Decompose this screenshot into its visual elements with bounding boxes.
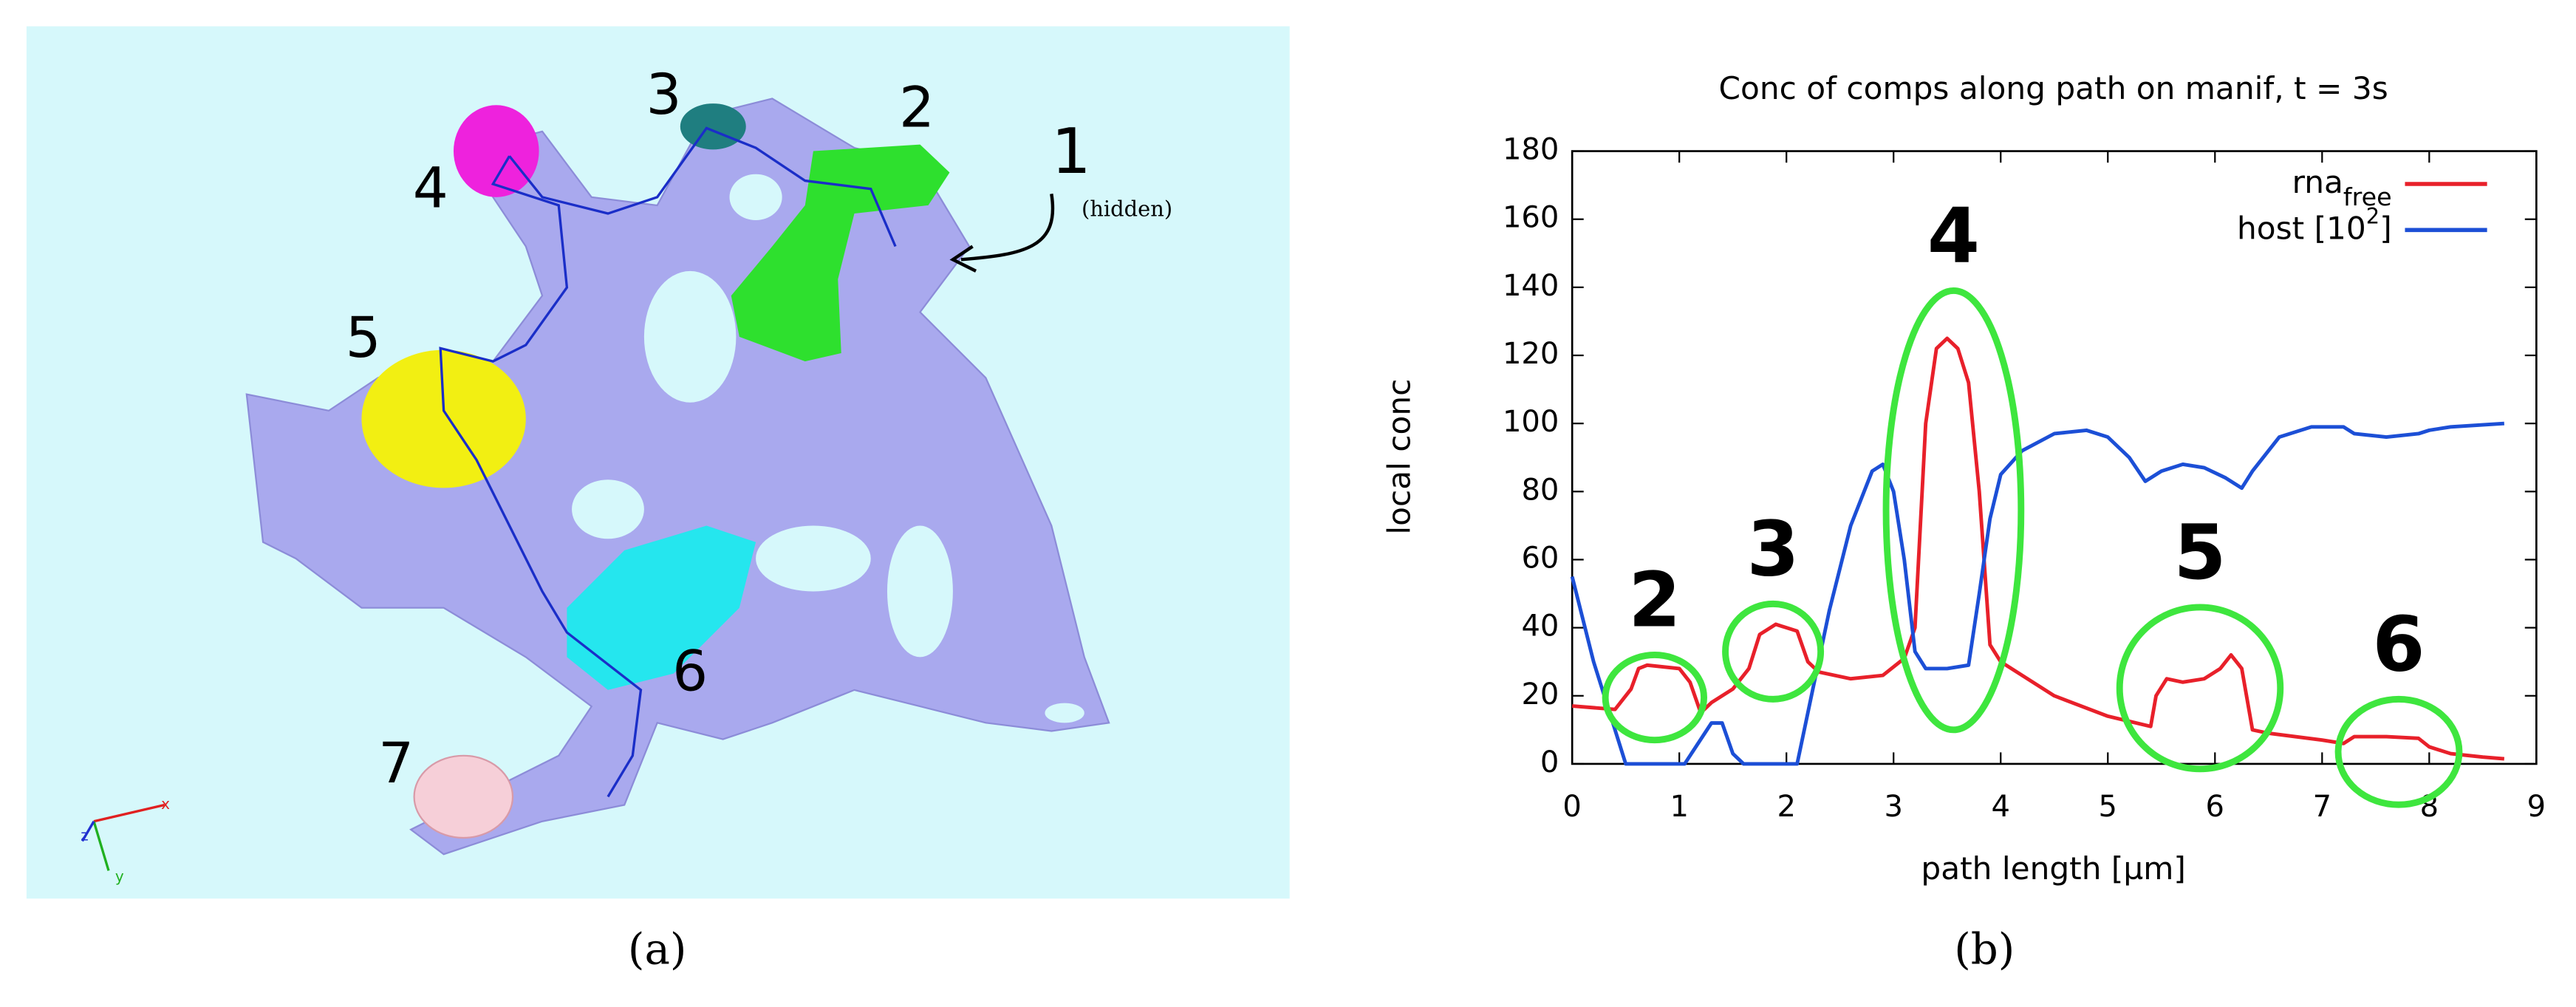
chart: Conc of comps along path on manif, t = 3…	[1381, 70, 2546, 974]
region-3	[680, 103, 746, 150]
mesh-hole	[729, 174, 782, 220]
y-tick-label: 20	[1521, 677, 1559, 711]
annotation-label: 5	[2173, 509, 2226, 597]
annotation-label: 3	[1746, 505, 1799, 593]
mesh-hole	[572, 479, 644, 539]
region-2	[731, 144, 950, 362]
data-line	[1570, 421, 2504, 766]
x-tick-label: 4	[1992, 790, 2010, 824]
y-tick-label: 80	[1521, 473, 1559, 507]
y-tick-label: 60	[1521, 541, 1559, 575]
x-tick-label: 3	[1884, 790, 1902, 824]
y-tick-label: 140	[1503, 269, 1559, 303]
x-axis-label: path length [µm]	[1921, 850, 2185, 887]
x-tick-label: 0	[1562, 790, 1581, 824]
mesh-hole	[886, 525, 953, 658]
region-4	[453, 105, 539, 197]
axis-x	[93, 803, 165, 823]
axis-z	[81, 820, 95, 842]
x-tick-label: 9	[2527, 790, 2546, 824]
legend-text-part: host [10	[2237, 210, 2366, 246]
region-label: 6	[672, 638, 708, 703]
annotation-label: 2	[1628, 557, 1681, 645]
legend-text-part: ]	[2379, 210, 2391, 246]
highlight-ellipse	[1722, 600, 1825, 703]
y-tick-label: 120	[1503, 337, 1559, 371]
path-line	[439, 155, 643, 798]
mesh-hole	[1045, 703, 1084, 723]
legend-text-part: free	[2343, 182, 2392, 211]
plot-frame	[1571, 150, 2538, 765]
x-tick-label: 1	[1670, 790, 1688, 824]
arrowhead	[949, 245, 977, 273]
legend-label: rnafree	[2292, 164, 2392, 212]
x-tick-label: 7	[2313, 790, 2331, 824]
y-tick-label: 160	[1503, 201, 1559, 235]
legend-label: host [102]	[2237, 203, 2392, 246]
region-6	[567, 525, 756, 690]
region-label: 2	[899, 75, 935, 140]
highlight-ellipse	[1882, 287, 2025, 734]
region-label: 1	[1051, 115, 1091, 188]
y-tick-label: 180	[1503, 133, 1559, 167]
path-line	[508, 126, 897, 248]
annotation-label: 6	[2372, 601, 2425, 689]
region-label: 7	[378, 731, 414, 796]
y-tick-label: 0	[1540, 745, 1559, 779]
axis-letter: z	[81, 826, 89, 844]
legend-text-part: rna	[2292, 164, 2343, 200]
chart-title: Conc of comps along path on manif, t = 3…	[1719, 70, 2388, 106]
arrow	[960, 194, 1055, 262]
x-tick-label: 6	[2206, 790, 2224, 824]
note: (hidden)	[1082, 197, 1172, 222]
region-label: 3	[646, 62, 682, 127]
axis-letter: y	[115, 867, 124, 885]
axis-y	[92, 821, 110, 871]
y-axis-label: local conc	[1381, 379, 1417, 535]
axis-letter: x	[161, 795, 170, 813]
mesh-hole	[643, 270, 737, 403]
mesh-hole	[756, 525, 871, 592]
caption: (b)	[1954, 924, 2015, 974]
highlight-ellipse	[1602, 652, 1707, 744]
region-7	[413, 754, 514, 839]
region-label: 5	[346, 305, 381, 370]
legend-text-part: 2	[2366, 203, 2379, 228]
region-5	[361, 349, 526, 488]
data-line	[1571, 336, 2505, 761]
annotation-label: 4	[1927, 193, 1980, 281]
highlight-ellipse	[2116, 604, 2284, 773]
region-label: 4	[413, 156, 448, 221]
x-tick-label: 5	[2099, 790, 2117, 824]
x-tick-label: 2	[1777, 790, 1795, 824]
render-panel: x y z 1 2 3 4 5 6 7 (hidden)	[26, 26, 1290, 899]
highlight-ellipse	[2334, 695, 2463, 808]
y-tick-label: 100	[1503, 405, 1559, 439]
y-tick-label: 40	[1521, 610, 1559, 644]
caption: (a)	[628, 924, 687, 974]
